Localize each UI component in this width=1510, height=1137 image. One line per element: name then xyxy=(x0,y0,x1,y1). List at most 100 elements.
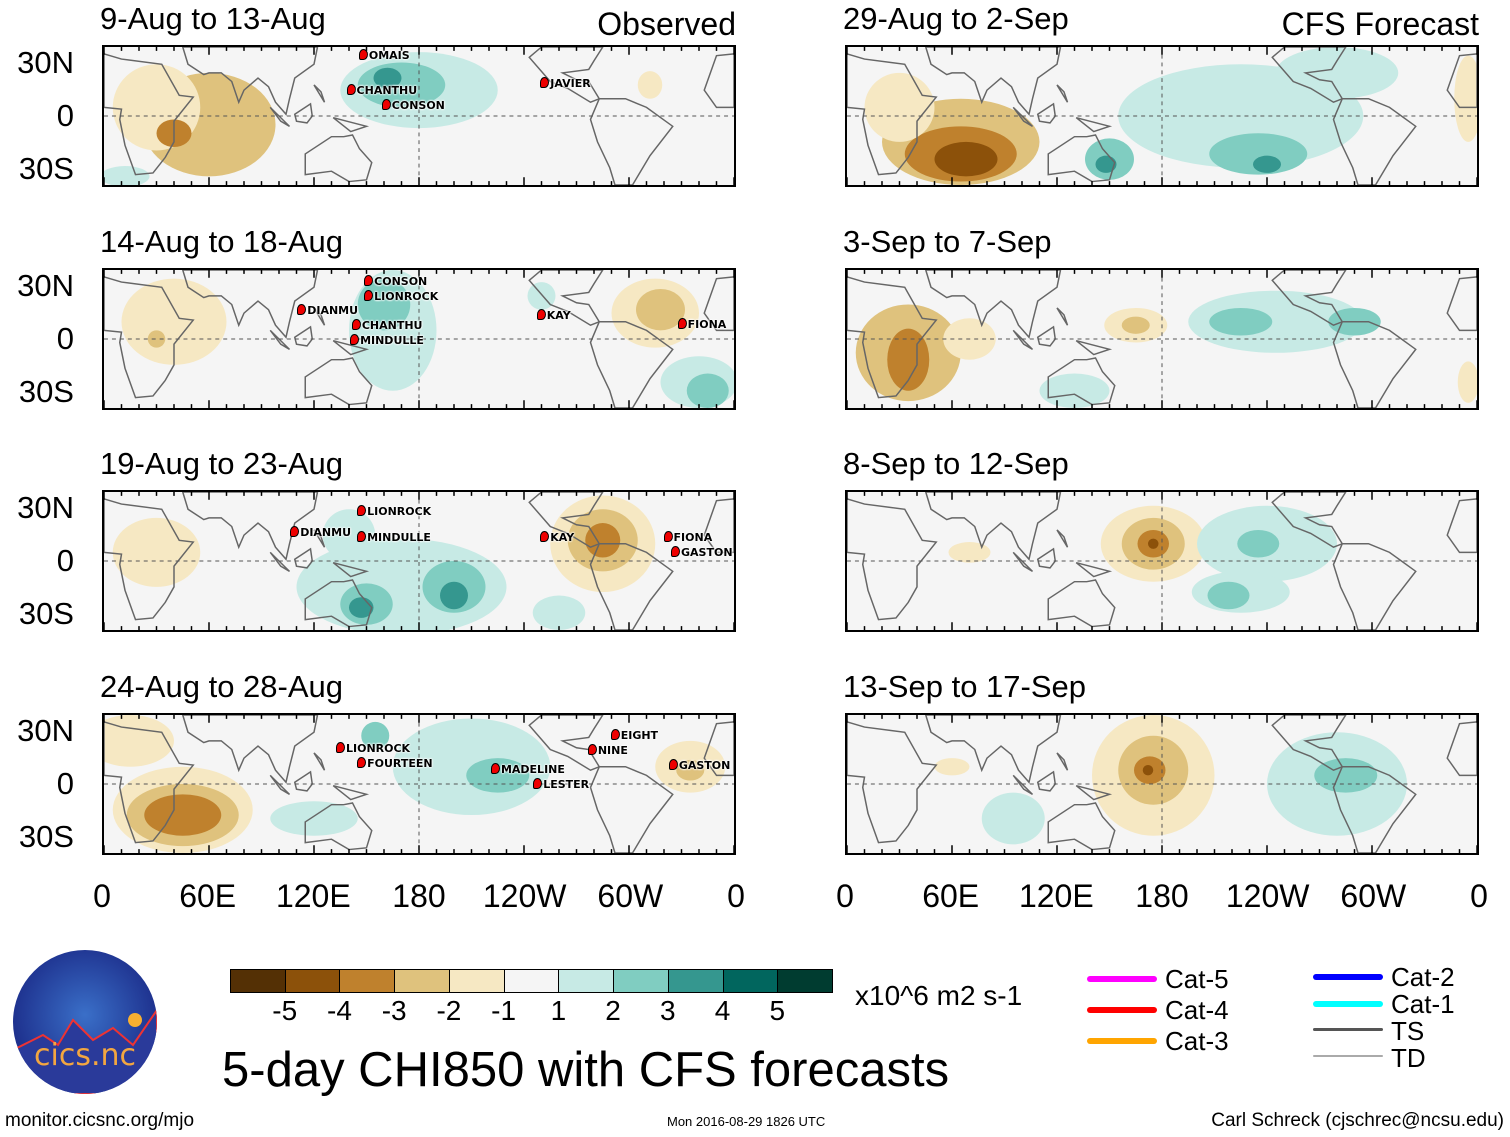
storm-label: FIONA xyxy=(677,318,726,331)
storm-name: CHANTHU xyxy=(356,84,418,98)
hurricane-icon xyxy=(364,290,374,302)
lon-label: 120W xyxy=(482,878,567,914)
coastline xyxy=(1012,551,1034,572)
colorbar-units: x10^6 m2 s-1 xyxy=(855,980,1023,1011)
colorbar-swatch xyxy=(394,969,450,993)
legend-line-cat-3 xyxy=(1087,1038,1157,1044)
hurricane-icon xyxy=(490,763,500,775)
lon-label: 120E xyxy=(275,878,351,914)
storm-name: LIONROCK xyxy=(367,504,432,518)
cics-logo: cics.nc xyxy=(13,950,157,1094)
anomaly-contour xyxy=(361,721,390,750)
coastline xyxy=(1446,53,1477,109)
coastline xyxy=(1036,102,1057,124)
anomaly-contour xyxy=(1188,290,1364,353)
coastline xyxy=(1047,134,1116,183)
coastline xyxy=(1047,357,1116,406)
coastline xyxy=(313,307,326,326)
coastline xyxy=(104,276,195,399)
lat-label: 0 xyxy=(56,321,74,356)
coastline xyxy=(1056,84,1069,103)
storm-name: MINDULLE xyxy=(367,531,431,545)
colorbar-swatch xyxy=(777,969,833,993)
anomaly-contour xyxy=(144,794,222,836)
storm-label: JAVIER xyxy=(540,77,591,90)
hurricane-icon xyxy=(297,303,307,315)
colorbar-label: 5 xyxy=(769,995,786,1026)
storm-name: LESTER xyxy=(543,778,590,792)
anomaly-contour xyxy=(1209,133,1308,175)
coastline xyxy=(304,134,373,183)
coastline xyxy=(589,766,674,853)
coastline xyxy=(1056,529,1069,548)
storm-label: CONSON xyxy=(381,99,445,112)
storm-label: GASTON xyxy=(671,546,733,559)
coastline xyxy=(847,276,938,399)
panel-title: 29-Aug to 2-Sep xyxy=(843,1,1069,36)
storm-name: MINDULLE xyxy=(360,333,424,347)
storm-label: CONSON xyxy=(364,275,427,288)
colorbar-swatch xyxy=(284,969,341,993)
storm-label: OMAIS xyxy=(358,48,410,62)
anomaly-contour xyxy=(147,330,166,348)
hurricane-icon xyxy=(533,778,543,790)
panel-title: 13-Sep to 17-Sep xyxy=(843,669,1087,704)
coastline xyxy=(1446,276,1477,332)
coastline xyxy=(104,721,195,844)
coastline xyxy=(304,579,373,628)
anomaly-contour xyxy=(637,71,663,99)
anomaly-contour xyxy=(104,715,174,767)
footer-url: monitor.cicsnc.org/mjo xyxy=(5,1110,195,1131)
coastline xyxy=(589,321,674,408)
anomaly-contour xyxy=(1209,307,1273,336)
anomaly-contour xyxy=(1095,155,1117,173)
storm-name: DIANMU xyxy=(307,303,359,317)
coastline xyxy=(703,53,734,109)
legend-line-cat-5 xyxy=(1087,976,1157,982)
anomaly-contour xyxy=(373,67,402,89)
colorbar-label: -5 xyxy=(272,995,298,1026)
coastline xyxy=(332,340,370,356)
coastline xyxy=(1036,325,1057,347)
anomaly-contour xyxy=(112,517,201,587)
lat-label: 30S xyxy=(18,819,74,855)
lat-label: 30N xyxy=(17,489,74,525)
legend-label: Cat-5 xyxy=(1165,964,1229,994)
lon-label: 0 xyxy=(1470,878,1488,914)
coastline xyxy=(1036,547,1057,569)
colorbar-label: 1 xyxy=(550,995,567,1026)
coastline xyxy=(703,721,734,777)
coastline xyxy=(293,102,314,124)
legend-line-td xyxy=(1313,1055,1383,1057)
coastline xyxy=(269,551,291,572)
lat-label: 30S xyxy=(18,374,74,410)
storm-label: KAY xyxy=(540,531,574,544)
observed-label: Observed xyxy=(597,6,736,42)
coastline xyxy=(104,53,195,176)
hurricane-icon xyxy=(357,756,367,768)
hurricane-icon xyxy=(350,333,360,345)
anomaly-contour xyxy=(1275,47,1399,99)
storm-label: LIONROCK xyxy=(357,504,432,518)
storm-name: LIONROCK xyxy=(374,290,439,304)
storm-name: MADELINE xyxy=(500,763,565,777)
storm-label: KAY xyxy=(536,309,571,322)
lat-label: 0 xyxy=(56,98,74,133)
coastline xyxy=(1012,329,1034,350)
storm-label: LIONROCK xyxy=(364,290,438,303)
legend-line-cat-4 xyxy=(1087,1007,1157,1013)
panel-title: 3-Sep to 7-Sep xyxy=(843,224,1052,259)
hurricane-icon xyxy=(357,504,367,516)
anomaly-contour xyxy=(270,801,358,836)
coastline xyxy=(269,774,291,795)
storm-name: GASTON xyxy=(678,759,731,773)
hurricane-icon xyxy=(358,48,368,60)
map-panel-forecast xyxy=(845,268,1479,410)
coastline xyxy=(847,53,938,176)
lon-label: 0 xyxy=(727,878,745,914)
coastline xyxy=(1075,340,1113,356)
hurricane-icon xyxy=(668,759,678,771)
anomaly-contour xyxy=(1253,155,1281,173)
storm-label: LIONROCK xyxy=(335,741,410,755)
colorbar-label: -1 xyxy=(491,995,517,1026)
